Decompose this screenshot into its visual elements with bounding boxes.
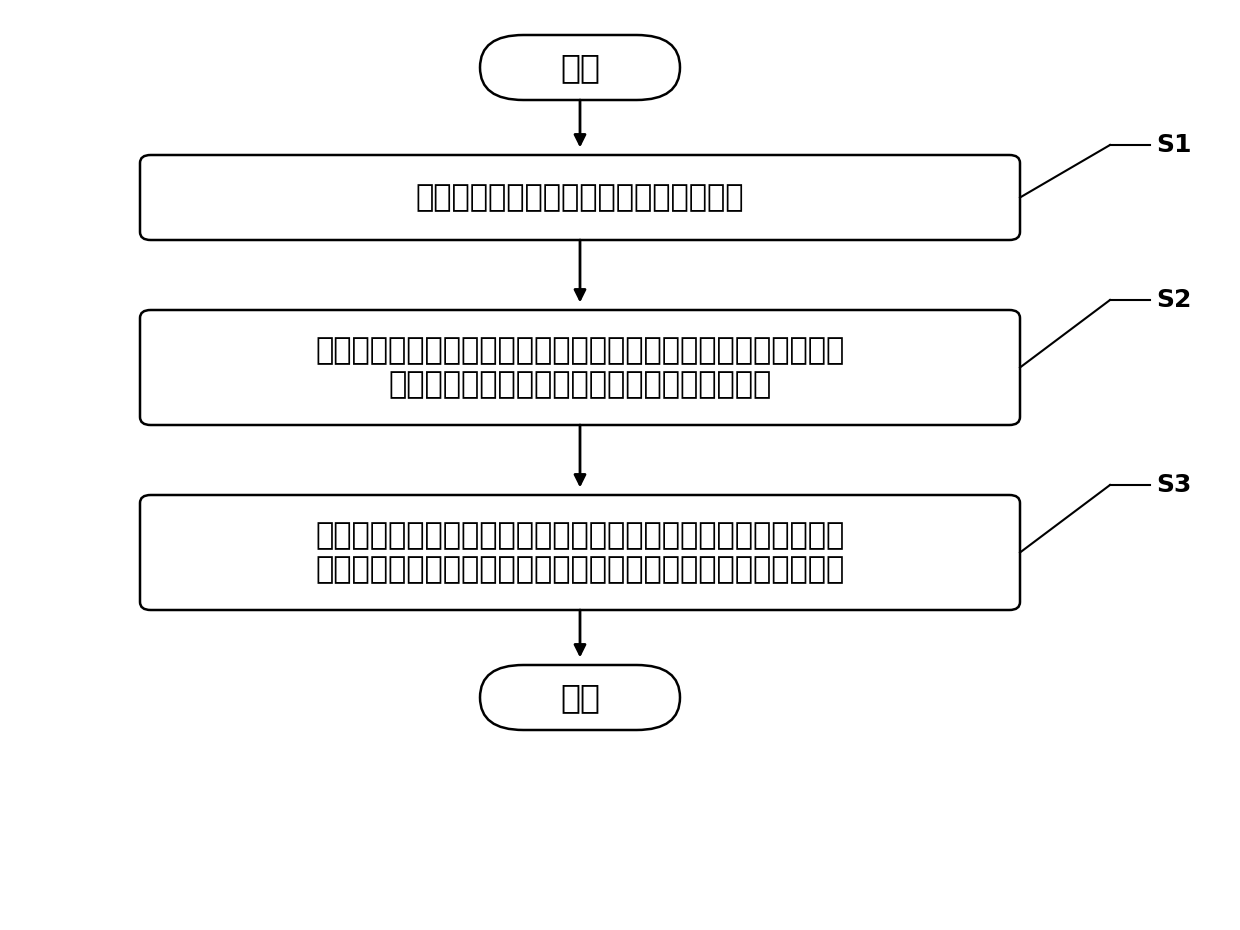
FancyBboxPatch shape <box>140 155 1021 240</box>
Text: S1: S1 <box>1156 133 1192 157</box>
FancyBboxPatch shape <box>140 310 1021 425</box>
FancyBboxPatch shape <box>140 495 1021 610</box>
FancyBboxPatch shape <box>480 665 680 730</box>
FancyBboxPatch shape <box>480 35 680 100</box>
Text: S3: S3 <box>1156 473 1192 497</box>
Text: 结束: 结束 <box>560 681 600 714</box>
Text: 开始: 开始 <box>560 51 600 84</box>
Text: S2: S2 <box>1156 288 1192 312</box>
Text: 将待识别的心血管影像输入到训练好的影像数据处理子系统中，得
到正确标注的心血管影像，并输入到云数据库中: 将待识别的心血管影像输入到训练好的影像数据处理子系统中，得 到正确标注的心血管影… <box>315 337 844 399</box>
Text: 构建影像数据处理子系统并对其进行训练: 构建影像数据处理子系统并对其进行训练 <box>415 183 744 212</box>
Text: 将云数据库中正确标注的心血管影像输入到训练好的全心七维模型
构建子系统中，构建出对应的全心七维模型，用于心血管影像识别: 将云数据库中正确标注的心血管影像输入到训练好的全心七维模型 构建子系统中，构建出… <box>315 521 844 584</box>
